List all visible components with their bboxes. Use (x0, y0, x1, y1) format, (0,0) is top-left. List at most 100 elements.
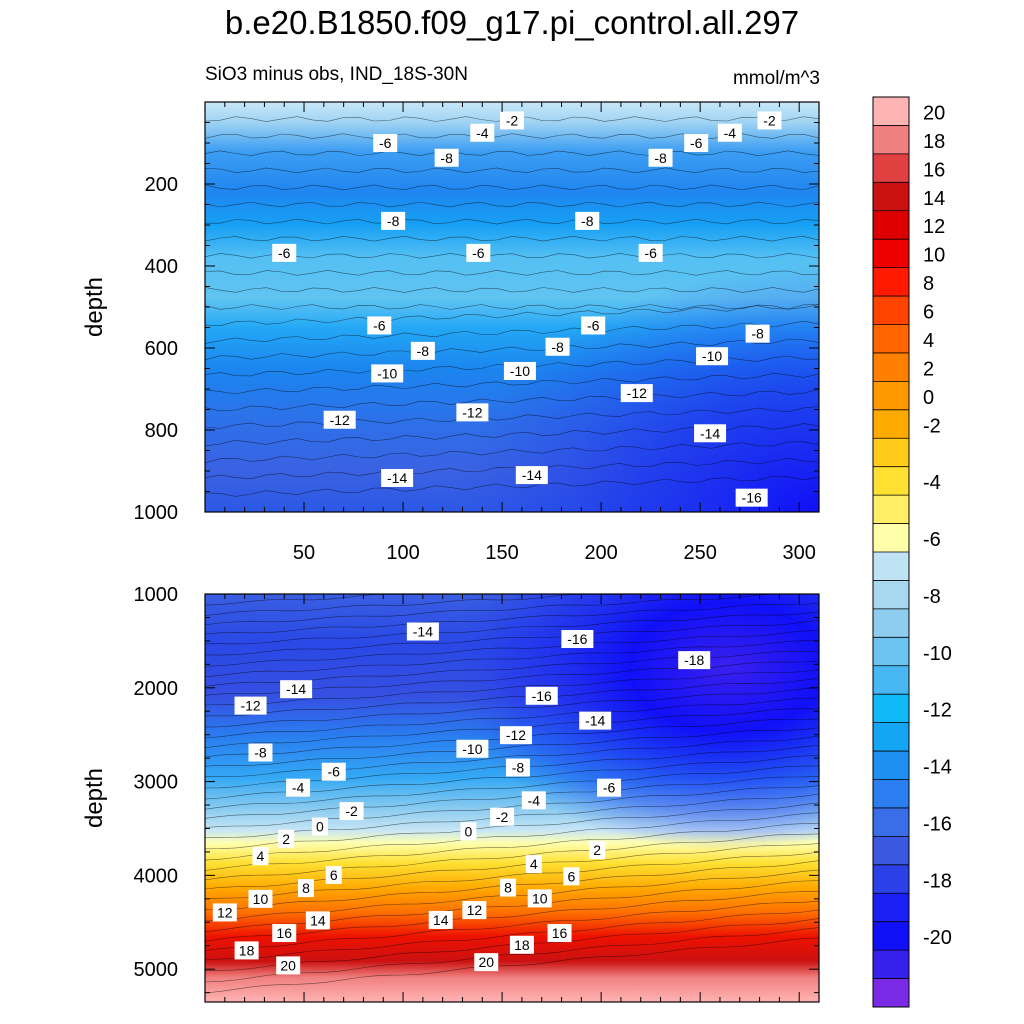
contour-label: -12 (620, 384, 653, 403)
x-tick-label: 250 (683, 542, 716, 564)
contour-label-text: -14 (413, 624, 433, 640)
contour-label-box (717, 123, 742, 142)
contour-label-box (367, 316, 392, 335)
contour-label-text: -6 (587, 317, 600, 333)
colorbar-swatch (873, 381, 909, 411)
contour-label-box (252, 847, 269, 866)
contour-label-box (381, 211, 406, 230)
contour-label-text: 16 (276, 925, 292, 941)
contour-line (204, 678, 820, 717)
contour-label-text: -10 (702, 348, 722, 364)
contour-label-text: 4 (257, 848, 265, 864)
colorbar-label: 8 (923, 273, 934, 295)
contour-label-text: 2 (593, 842, 601, 858)
contour-label: 10 (527, 889, 552, 908)
contour-line (204, 235, 820, 242)
contour-label-box (305, 911, 330, 930)
contour-label: -4 (521, 791, 546, 810)
chart-title: b.e20.B1850.f09_g17.pi_control.all.297 (224, 4, 800, 41)
colorbar-swatch (873, 893, 909, 922)
contour-label-text: 2 (282, 831, 290, 847)
colorbar-swatch (873, 352, 909, 382)
y-tick-label: 1000 (134, 584, 179, 606)
colorbar: 20181614121086420-2-4-6-8-10-12-14-16-18… (872, 96, 952, 1008)
contour-label-box (499, 726, 532, 745)
contour-label: 2 (589, 841, 606, 860)
colorbar-swatch (873, 779, 909, 809)
contour-label-text: -2 (345, 803, 358, 819)
colorbar-swatch (873, 324, 909, 354)
colorbar-label: -20 (923, 927, 952, 949)
contour-label: -6 (321, 762, 346, 781)
contour-label-box (579, 711, 612, 730)
contour-label: -16 (735, 488, 768, 507)
contour-label-box (278, 829, 295, 848)
colorbar-swatch (873, 495, 909, 524)
contour-label-text: -14 (387, 470, 407, 486)
contour-label: 8 (298, 879, 315, 898)
contour-line (204, 252, 820, 259)
contour-label-box (325, 865, 342, 884)
y-tick-label: 5000 (134, 959, 179, 981)
contour-label: 18 (509, 935, 534, 954)
y-tick-label: 3000 (134, 772, 179, 794)
contour-label: -16 (525, 686, 558, 705)
contour-label-box (527, 889, 552, 908)
colorbar-swatch (873, 608, 909, 638)
contour-line (204, 406, 820, 429)
contour-line (204, 611, 820, 645)
contour-label-box (678, 651, 711, 670)
colorbar-label: 2 (923, 358, 934, 380)
colorbar-label: 18 (923, 131, 945, 153)
contour-label-box (575, 211, 600, 230)
colorbar-swatch (873, 580, 909, 610)
contour-label-text: -8 (417, 343, 430, 359)
contour-label-text: 6 (568, 868, 576, 884)
contour-label-text: 0 (465, 823, 473, 839)
contour-label-text: 6 (330, 867, 338, 883)
contour-line (204, 727, 820, 767)
colorbar-swatch (873, 751, 909, 780)
contour-label-box (410, 341, 435, 360)
contour-label-text: -4 (292, 780, 305, 796)
contour-label-text: -16 (532, 688, 552, 704)
contour-label: 4 (525, 855, 542, 874)
contour-label-box (298, 879, 315, 898)
upper-panel-contour-lines (204, 116, 820, 497)
contour-label: 14 (305, 911, 330, 930)
contour-label: -8 (648, 148, 673, 167)
y-tick-label: 1000 (134, 502, 179, 524)
y-tick-label: 200 (145, 174, 178, 196)
colorbar-swatch (873, 153, 909, 183)
contour-label-text: -10 (377, 365, 397, 381)
contour-label-box (515, 466, 548, 485)
contour-label-text: 12 (467, 902, 483, 918)
colorbar-label: 16 (923, 159, 945, 181)
contour-label-text: -4 (476, 125, 489, 141)
upper-panel: -2 -2 -4 -4 -6 -6 -8 -8 -8 -8 -6 -6 -6 -6 -6 -8 -8 -8 -10 -… (81, 101, 820, 564)
contour-label-box (428, 910, 453, 929)
colorbar-label: 12 (923, 216, 945, 238)
contour-line (204, 833, 820, 881)
contour-label-box (272, 243, 297, 262)
contour-label: -10 (503, 361, 536, 380)
colorbar-swatch (873, 239, 909, 268)
contour-label: -2 (339, 802, 364, 821)
contour-label-box (581, 316, 606, 335)
contour-label-text: -6 (373, 317, 386, 333)
contour-label-box (620, 384, 653, 403)
contour-label: -8 (248, 743, 273, 762)
contour-line (204, 900, 820, 951)
contour-label: 0 (311, 817, 328, 836)
contour-label-text: 4 (530, 856, 538, 872)
contour-label-text: 20 (478, 954, 494, 970)
contour-label-box (638, 243, 663, 262)
colorbar-label: -4 (923, 472, 941, 494)
contour-label: 6 (325, 865, 342, 884)
colorbar-label: 20 (923, 102, 945, 124)
lower-panel-contour-labels: -14 -16 -18 -14 -16 -12 -14 -12 -10 -8 -8 -6 -4 -6 -4 -… (212, 622, 711, 975)
contour-line (204, 640, 820, 678)
contour-label-text: -6 (603, 780, 616, 796)
contour-label-box (470, 123, 495, 142)
contour-line (204, 669, 820, 706)
